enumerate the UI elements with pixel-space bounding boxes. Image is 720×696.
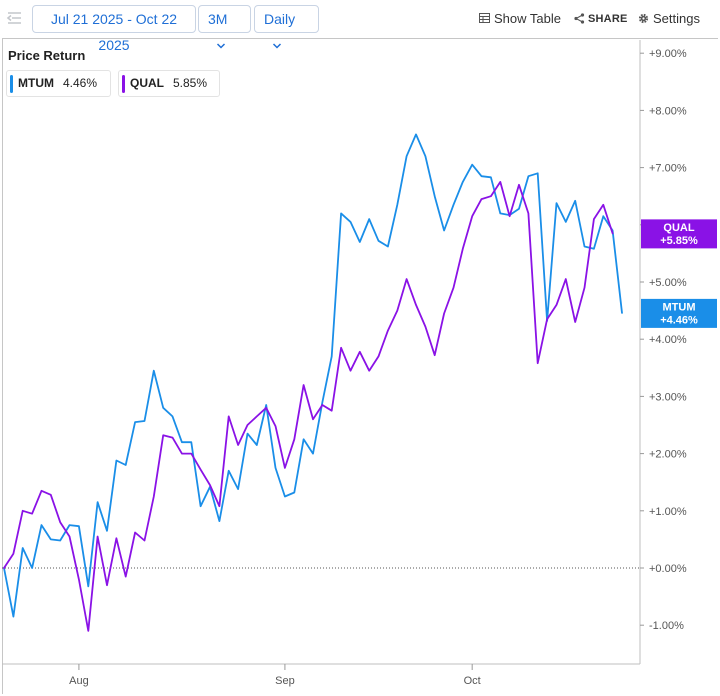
settings-button[interactable]: Settings (638, 10, 708, 28)
collapse-panel-icon[interactable] (6, 9, 24, 27)
legend-series-name: MTUM (18, 76, 54, 90)
legend-series-value: 5.85% (173, 76, 208, 90)
y-tick-label: +2.00% (649, 449, 687, 461)
interval-label: Daily (264, 11, 296, 27)
range-select[interactable]: 3M (198, 5, 251, 49)
series-color-swatch (122, 75, 125, 93)
settings-label: Settings (653, 11, 700, 26)
end-label-background (641, 298, 717, 328)
chevron-down-icon (272, 43, 282, 49)
legend-series-name: QUAL (130, 76, 164, 90)
legend-item-mtum[interactable]: MTUM 4.46% (6, 70, 111, 97)
y-tick-label: -1.00% (649, 620, 684, 632)
y-tick-label: +0.00% (649, 563, 687, 575)
range-label: 3M (208, 11, 228, 27)
y-tick-label: +9.00% (649, 48, 687, 60)
table-icon (479, 13, 490, 23)
interval-select[interactable]: Daily (254, 5, 319, 49)
share-icon (574, 13, 585, 24)
y-tick-label: +3.00% (649, 391, 687, 403)
end-label-series-name: QUAL (663, 222, 694, 234)
end-label-qual: QUAL+5.85% (641, 219, 717, 249)
chart-title: Price Return (8, 48, 86, 63)
series-line-mtum (3, 133, 623, 618)
x-tick-label: Aug (69, 675, 89, 687)
chart-panel (2, 38, 718, 694)
x-tick-label: Sep (275, 675, 295, 687)
toolbar: Jul 21 2025 - Oct 22 2025 3M Daily Show … (0, 0, 720, 53)
y-tick-label: +5.00% (649, 277, 687, 289)
end-label-background (641, 219, 717, 249)
show-table-button[interactable]: Show Table (479, 10, 564, 28)
legend-series-value: 4.46% (63, 76, 98, 90)
end-label-series-value: +5.85% (660, 235, 698, 247)
show-table-label: Show Table (494, 11, 561, 26)
chevron-down-icon (216, 43, 226, 49)
end-label-series-name: MTUM (663, 301, 696, 313)
y-tick-label: +1.00% (649, 506, 687, 518)
end-label-mtum: MTUM+4.46% (641, 298, 717, 328)
series-color-swatch (10, 75, 13, 93)
legend-item-qual[interactable]: QUAL 5.85% (118, 70, 220, 97)
y-tick-label: +8.00% (649, 105, 687, 117)
y-tick-label: +7.00% (649, 163, 687, 175)
end-label-series-value: +4.46% (660, 314, 698, 326)
date-range-label: Jul 21 2025 - Oct 22 2025 (50, 11, 178, 53)
share-label: SHARE (588, 13, 628, 25)
series-line-qual (3, 180, 614, 632)
share-button[interactable]: SHARE (574, 10, 628, 28)
date-range-picker[interactable]: Jul 21 2025 - Oct 22 2025 (32, 5, 196, 53)
gear-icon (638, 13, 649, 24)
y-tick-label: +4.00% (649, 334, 687, 346)
x-tick-label: Oct (464, 675, 481, 687)
